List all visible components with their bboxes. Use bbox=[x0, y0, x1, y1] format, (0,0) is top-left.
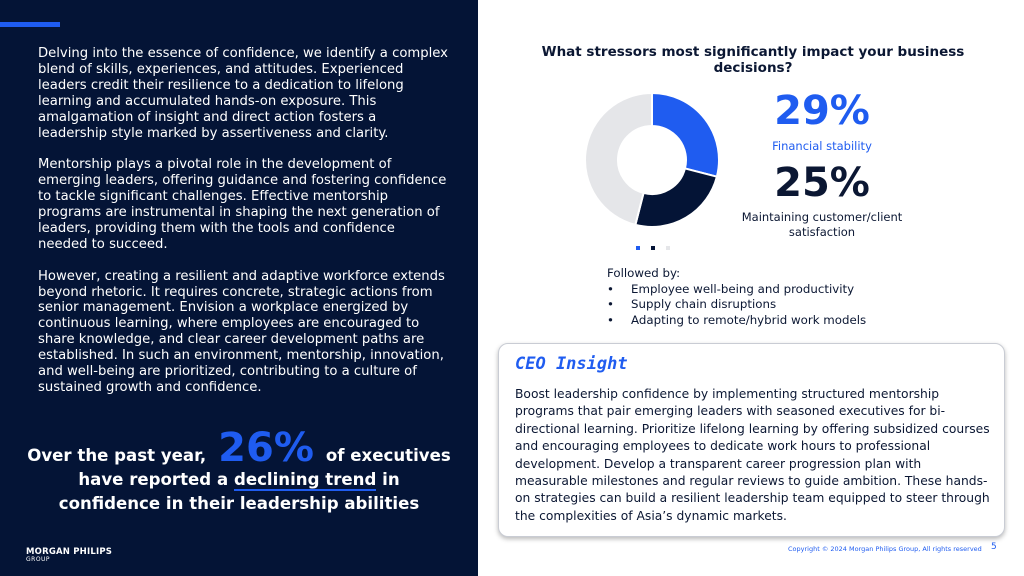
callout-percent-2: 25% bbox=[774, 160, 870, 206]
stat-callout: Over the past year, 26% of executives ha… bbox=[14, 428, 464, 516]
callout-percent-1: 29% bbox=[774, 88, 870, 134]
chart-title: What stressors most significantly impact… bbox=[541, 44, 965, 76]
stat-line2-before: have reported a bbox=[78, 470, 229, 489]
logo-sub: GROUP bbox=[26, 556, 51, 563]
right-panel: What stressors most significantly impact… bbox=[478, 0, 1024, 576]
company-logo: MORGAN PHILIPS GROUP bbox=[26, 548, 112, 564]
stat-suffix: of executives bbox=[325, 446, 451, 465]
donut-slice-1 bbox=[651, 92, 720, 178]
ceo-insight-card: CEO Insight Boost leadership confidence … bbox=[498, 343, 1005, 537]
copyright: Copyright © 2024 Morgan Philips Group, A… bbox=[788, 545, 982, 553]
callout-label-2: Maintaining customer/client satisfaction bbox=[741, 210, 903, 239]
callout-label-1: Financial stability bbox=[772, 139, 872, 153]
pagination-dots bbox=[636, 246, 670, 250]
stat-prefix: Over the past year, bbox=[27, 446, 207, 465]
paragraph-3: However, creating a resilient and adapti… bbox=[38, 268, 445, 395]
stat-line2-after: in bbox=[382, 470, 400, 489]
logo-name: MORGAN PHILIPS bbox=[26, 547, 113, 557]
stat-percent: 26% bbox=[218, 425, 314, 471]
list-item: Adapting to remote/hybrid work models bbox=[607, 313, 907, 329]
insight-text: Boost leadership confidence by implement… bbox=[515, 387, 990, 523]
paragraph-2: Mentorship plays a pivotal role in the d… bbox=[38, 157, 447, 252]
followed-heading: Followed by: bbox=[607, 266, 681, 280]
list-item: Employee well-being and productivity bbox=[607, 282, 907, 298]
donut-slice-2 bbox=[634, 167, 719, 228]
dot-3 bbox=[666, 246, 670, 250]
dot-1 bbox=[636, 246, 640, 250]
followed-by-list: Followed by: Employee well-being and pro… bbox=[607, 266, 907, 328]
list-item: Supply chain disruptions bbox=[607, 297, 907, 313]
paragraph-1: Delving into the essence of confidence, … bbox=[38, 46, 448, 141]
stat-highlight: declining trend bbox=[233, 470, 377, 491]
dot-2 bbox=[651, 246, 655, 250]
body-text: Delving into the essence of confidence, … bbox=[38, 46, 448, 412]
donut-chart bbox=[584, 92, 720, 228]
accent-bar bbox=[0, 22, 60, 27]
insight-title: CEO Insight bbox=[515, 354, 628, 374]
page-number: 5 bbox=[991, 542, 997, 552]
stat-line3: confidence in their leadership abilities bbox=[58, 494, 420, 513]
left-panel: Delving into the essence of confidence, … bbox=[0, 0, 478, 576]
donut-slice-3 bbox=[584, 92, 653, 227]
